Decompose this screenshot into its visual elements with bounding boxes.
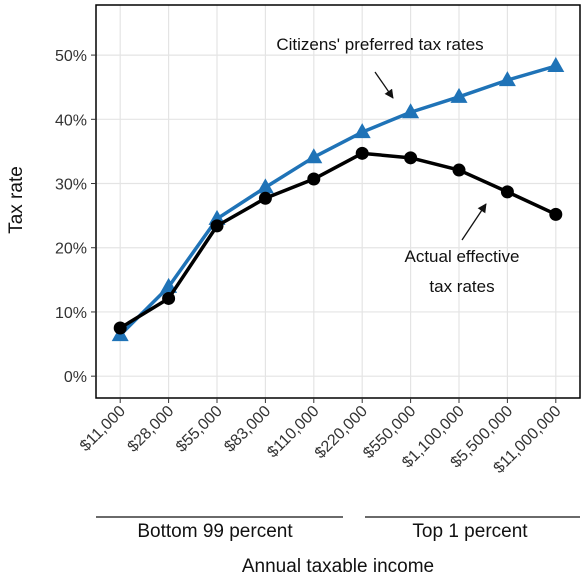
annotation-arrow: [374, 71, 394, 99]
annotation: Citizens' preferred tax rates: [276, 35, 483, 54]
y-tick-label: 20%: [55, 241, 87, 258]
point: [404, 151, 418, 165]
marks: [111, 57, 565, 342]
point: [549, 207, 563, 221]
x-tick-label: $11,000: [77, 403, 129, 455]
point: [500, 185, 514, 199]
point: [305, 148, 323, 164]
point: [210, 219, 224, 233]
point: [452, 163, 466, 177]
panel-border: [95, 4, 581, 399]
point: [498, 71, 516, 87]
point: [113, 321, 127, 335]
y-tick-label: 30%: [55, 177, 87, 194]
point: [256, 178, 274, 194]
series-line: [119, 151, 557, 330]
x-axis-title: Annual taxable income: [242, 556, 434, 577]
group-label: Bottom 99 percent: [137, 521, 293, 542]
series-line: [118, 64, 557, 337]
annotation: tax rates: [429, 277, 494, 296]
point: [450, 87, 468, 103]
point: [307, 172, 321, 186]
point: [258, 191, 272, 205]
y-tick-label: 10%: [55, 305, 87, 322]
y-axis-title: Tax rate: [6, 166, 27, 234]
annotation: Actual effective: [405, 247, 520, 266]
annotation-arrow: [461, 203, 487, 241]
group-label: Top 1 percent: [412, 521, 528, 542]
y-tick-label: 40%: [55, 112, 87, 129]
y-tick-label: 0%: [64, 369, 87, 386]
point: [402, 103, 420, 119]
y-tick-label: 50%: [55, 48, 87, 65]
point: [355, 146, 369, 160]
point: [547, 57, 565, 73]
x-tick-label: $55,000: [173, 403, 226, 456]
point: [162, 291, 176, 305]
point: [353, 123, 371, 139]
grid: [96, 5, 580, 398]
x-tick-label: $28,000: [125, 403, 178, 456]
